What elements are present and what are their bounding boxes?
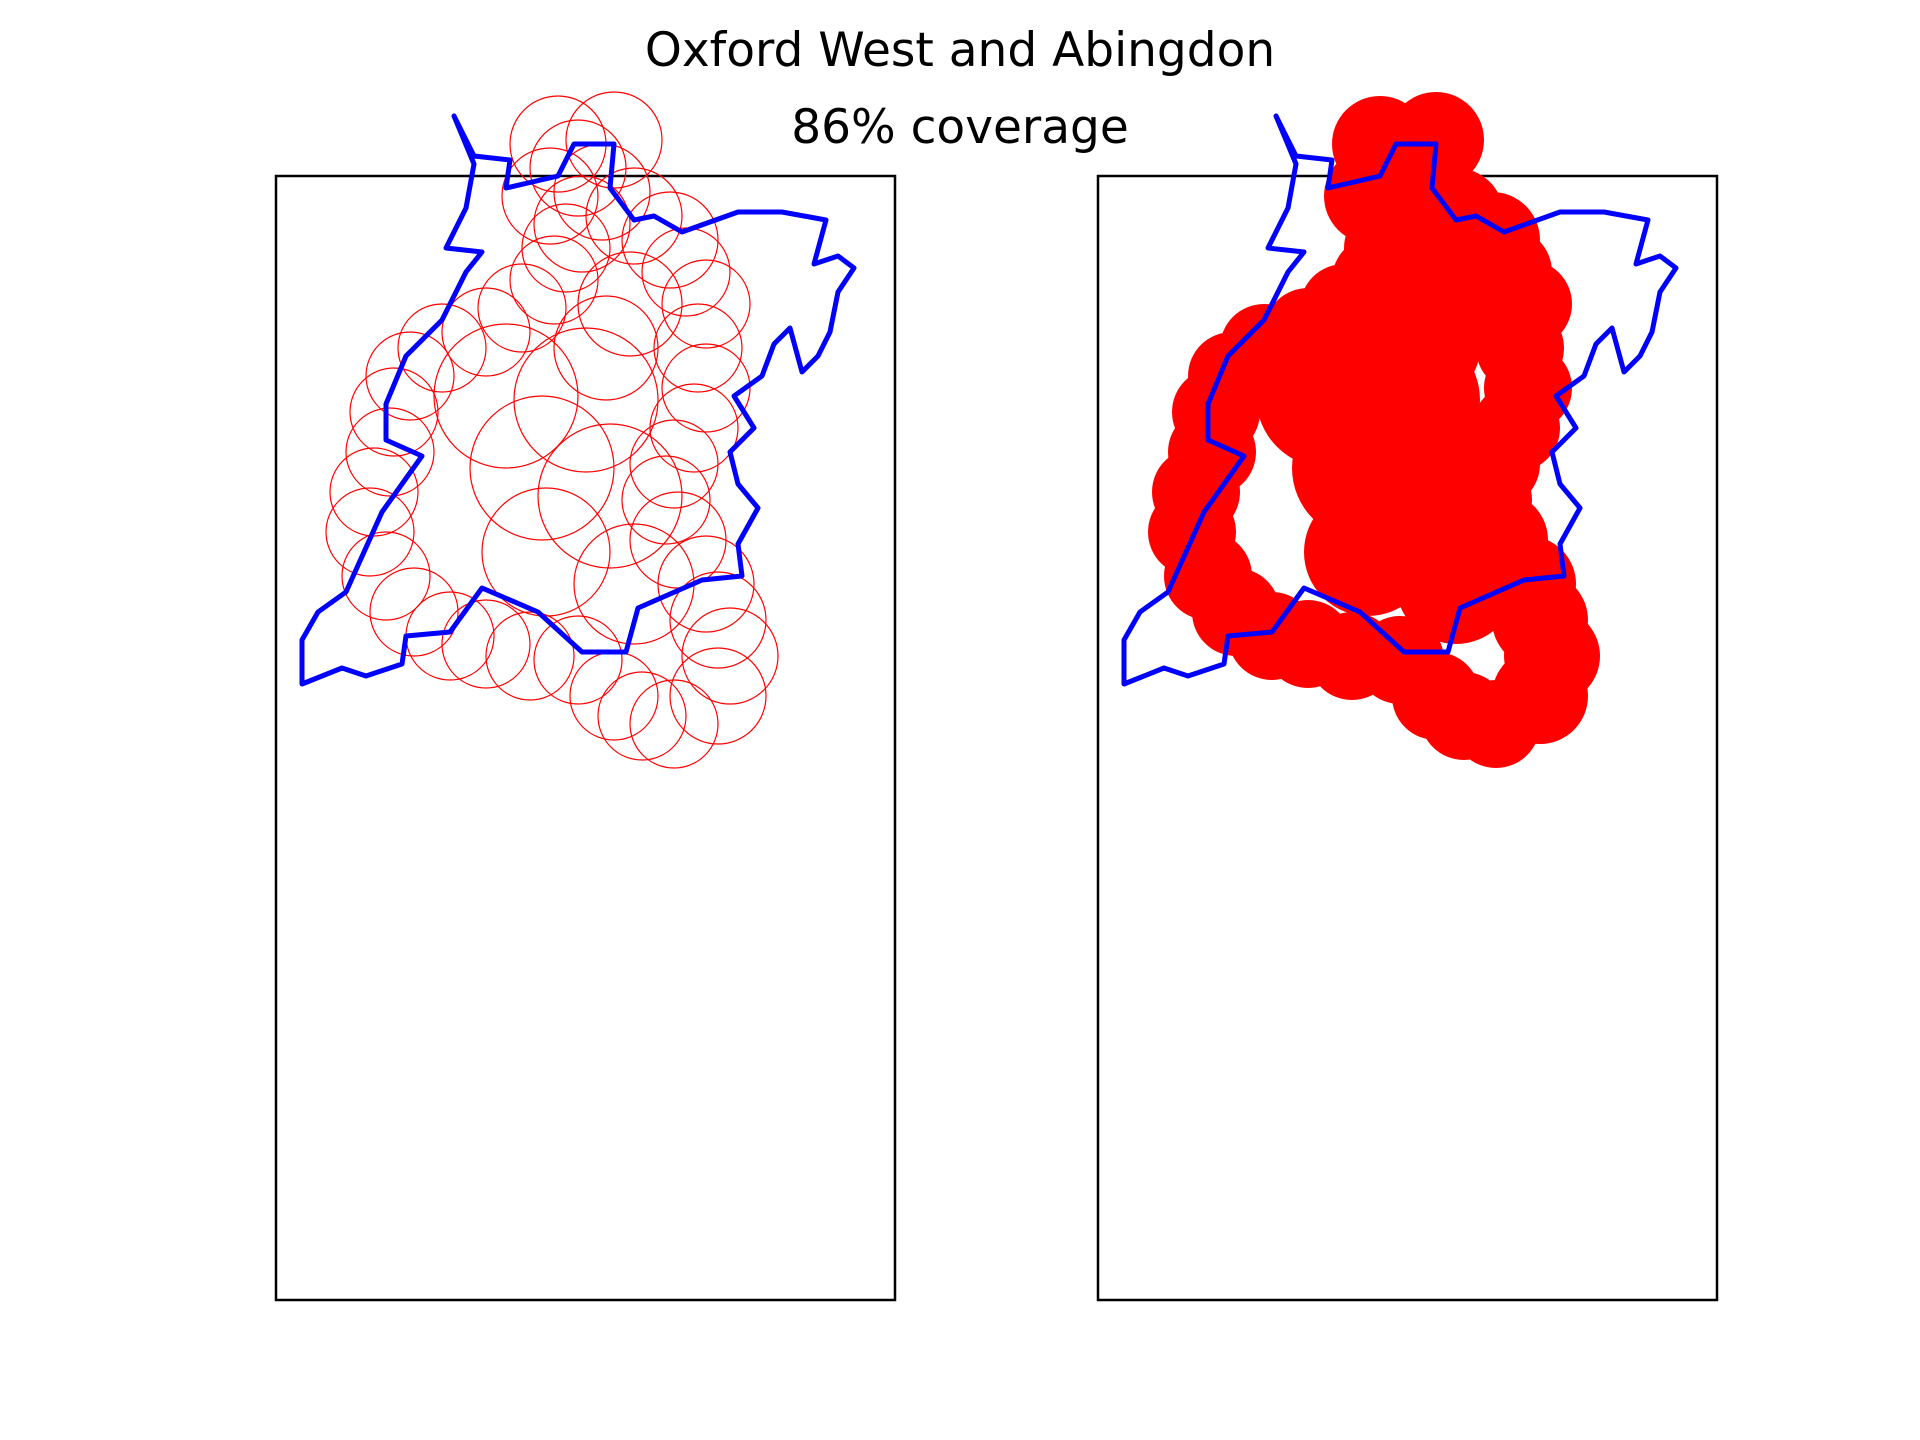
coverage-circle: [441, 599, 531, 689]
filled-panel: [1096, 92, 1719, 1302]
coverage-circle: [1344, 204, 1432, 292]
coverage-circle: [621, 191, 719, 289]
coverage-circle: [329, 447, 419, 537]
coverage-circle: [597, 671, 687, 761]
coverage-circle: [533, 175, 631, 273]
coverage-circle: [565, 91, 663, 189]
constituency-boundary: [1121, 113, 1679, 687]
coverage-circle: [477, 263, 567, 353]
coverage-circle: [485, 611, 575, 701]
coverage-circle: [345, 407, 435, 497]
coverage-circle: [585, 167, 683, 265]
coverage-circle: [537, 423, 683, 569]
coverage-circle: [469, 395, 615, 541]
coverage-circle: [553, 295, 659, 401]
coverage-circle: [629, 419, 719, 509]
coverage-circles: [1148, 92, 1600, 768]
coverage-circle: [441, 287, 531, 377]
coverage-circle: [653, 303, 743, 393]
coverage-circle: [397, 303, 487, 393]
coverage-circles: [325, 91, 779, 769]
coverage-circle: [641, 227, 731, 317]
coverage-circle: [569, 651, 659, 741]
coverage-circle: [1376, 296, 1480, 400]
coverage-circle: [649, 383, 739, 473]
page-title: Oxford West and Abingdon: [644, 23, 1276, 78]
coverage-circle: [661, 343, 751, 433]
coverage-circle: [521, 203, 611, 293]
coverage-circle: [629, 491, 727, 589]
coverage-circle: [513, 327, 659, 473]
coverage-circle: [349, 367, 439, 457]
coverage-circle: [657, 535, 755, 633]
coverage-circle: [621, 455, 711, 545]
constituency-boundary: [299, 113, 857, 687]
coverage-circle: [681, 607, 779, 705]
coverage-circle: [669, 571, 767, 669]
outline-panel: [274, 91, 897, 1302]
coverage-circle: [529, 119, 627, 217]
coverage-circle: [369, 567, 459, 657]
coverage-circle: [341, 531, 431, 621]
coverage-circle: [661, 259, 751, 349]
coverage-circle: [365, 331, 455, 421]
coverage-circle: [669, 647, 767, 745]
coverage-circle: [501, 147, 599, 245]
coverage-circle: [509, 235, 599, 325]
coverage-circle: [1396, 524, 1516, 644]
panel-frame: [274, 174, 897, 1302]
coverage-circle: [533, 615, 623, 705]
coverage-subtitle: 86% coverage: [791, 100, 1129, 155]
coverage-circle: [629, 679, 719, 769]
coverage-circle: [433, 323, 579, 469]
coverage-circle: [325, 487, 415, 577]
